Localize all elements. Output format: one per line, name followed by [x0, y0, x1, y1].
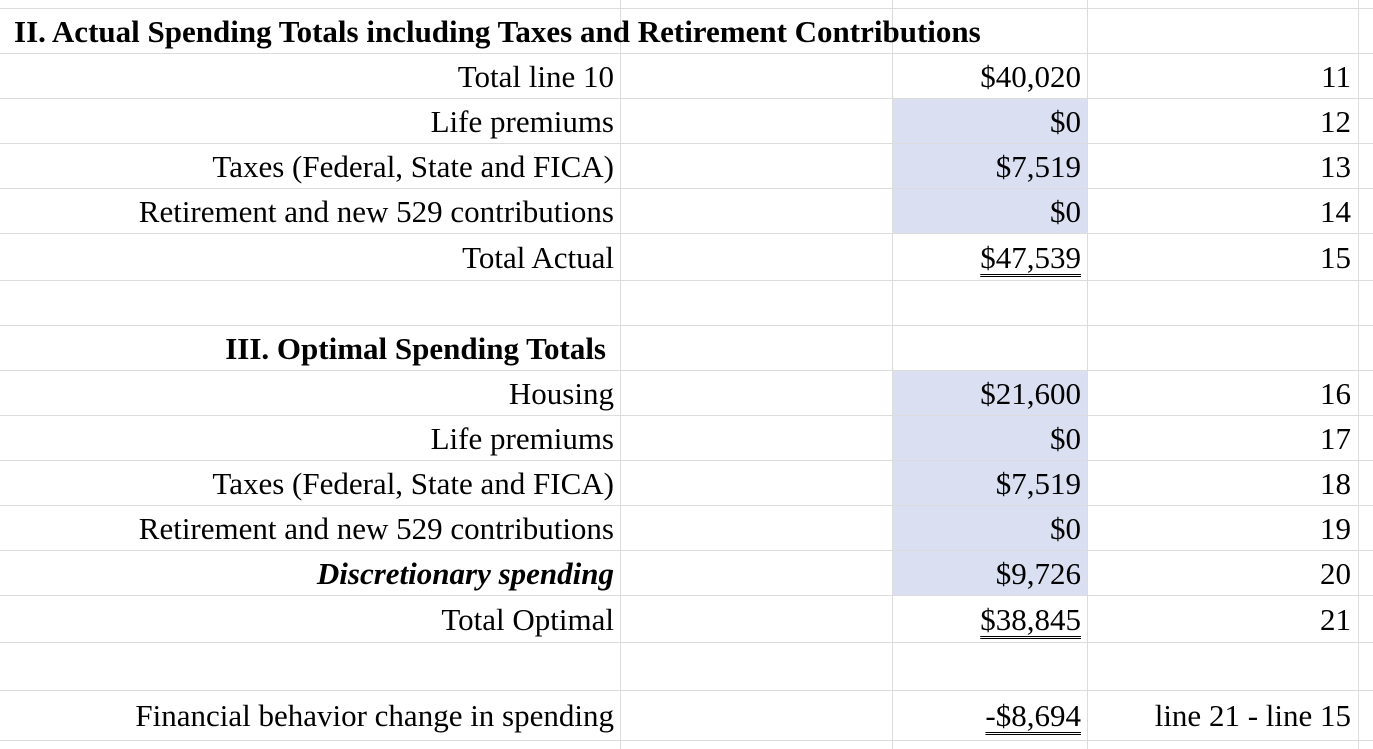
row-label: Life premiums	[430, 103, 614, 139]
line-number: 14	[1320, 193, 1351, 229]
row-label: Total line 10	[457, 58, 614, 94]
input-cell	[893, 371, 1087, 415]
grid-row-line	[0, 98, 1373, 99]
row-label: Retirement and new 529 contributions	[138, 193, 614, 229]
amount: $0	[1050, 420, 1081, 456]
summary-note: line 21 - line 15	[1154, 698, 1351, 733]
grid-row-line	[0, 188, 1373, 189]
amount: $0	[1050, 510, 1081, 546]
grid-row-line	[0, 233, 1373, 234]
row-label: Total Optimal	[441, 601, 614, 637]
input-cell	[893, 99, 1087, 143]
grid-row-line	[0, 460, 1373, 461]
row-label: Housing	[508, 375, 614, 411]
grid-row-line	[0, 595, 1373, 596]
summary-amount: -$8,694	[985, 698, 1081, 733]
row-label: Discretionary spending	[316, 555, 614, 591]
grid-col-line	[620, 0, 621, 749]
section-title: III. Optimal Spending Totals	[225, 330, 606, 366]
row-label: Life premiums	[430, 420, 614, 456]
line-number: 19	[1320, 510, 1351, 546]
summary-label: Financial behavior change in spending	[135, 698, 614, 733]
grid-row-line	[0, 740, 1373, 741]
row-label: Taxes (Federal, State and FICA)	[212, 148, 614, 184]
grid-row-line	[0, 143, 1373, 144]
grid-col-line	[1087, 0, 1088, 749]
grid-row-line	[0, 550, 1373, 551]
grid-col-line	[892, 0, 893, 749]
line-number: 12	[1320, 103, 1351, 139]
input-cell	[893, 551, 1087, 595]
line-number: 11	[1321, 58, 1351, 94]
input-cell	[893, 144, 1087, 188]
line-number: 21	[1320, 601, 1351, 637]
grid-row-line	[0, 53, 1373, 54]
grid-row-line	[0, 642, 1373, 643]
input-cell	[893, 506, 1087, 550]
grid-row-line	[0, 690, 1373, 691]
input-cell	[893, 189, 1087, 233]
grid-row-line	[0, 505, 1373, 506]
line-number: 17	[1320, 420, 1351, 456]
amount: $47,539	[980, 239, 1081, 275]
line-number: 15	[1320, 239, 1351, 275]
grid-row-line	[0, 415, 1373, 416]
input-cell	[893, 416, 1087, 460]
row-label: Total Actual	[462, 239, 614, 275]
amount: $7,519	[995, 465, 1081, 501]
amount: $0	[1050, 193, 1081, 229]
line-number: 18	[1320, 465, 1351, 501]
amount: $7,519	[995, 148, 1081, 184]
line-number: 20	[1320, 555, 1351, 591]
amount: $38,845	[980, 601, 1081, 637]
amount: $0	[1050, 103, 1081, 139]
input-cell	[893, 461, 1087, 505]
grid-col-line	[1358, 0, 1359, 749]
grid-row-line	[0, 280, 1373, 281]
row-label: Taxes (Federal, State and FICA)	[212, 465, 614, 501]
amount: $21,600	[980, 375, 1081, 411]
line-number: 13	[1320, 148, 1351, 184]
amount: $40,020	[980, 58, 1081, 94]
row-label: Retirement and new 529 contributions	[138, 510, 614, 546]
section-title: II. Actual Spending Totals including Tax…	[14, 13, 981, 49]
grid-row-line	[0, 325, 1373, 326]
grid-row-line	[0, 370, 1373, 371]
line-number: 16	[1320, 375, 1351, 411]
grid-row-line	[0, 8, 1373, 9]
amount: $9,726	[995, 555, 1081, 591]
